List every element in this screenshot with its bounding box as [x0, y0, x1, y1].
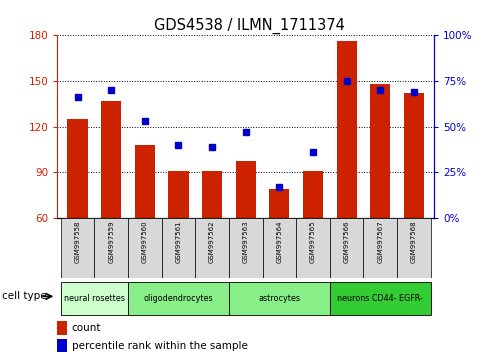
Bar	[330, 282, 431, 315]
Text: GSM997566: GSM997566	[344, 221, 350, 263]
Text: GDS4538 / ILMN_1711374: GDS4538 / ILMN_1711374	[154, 18, 345, 34]
Bar	[269, 189, 289, 218]
Text: percentile rank within the sample: percentile rank within the sample	[72, 341, 248, 350]
Text: cell type: cell type	[2, 291, 47, 301]
Bar	[67, 119, 88, 218]
Bar	[128, 218, 162, 278]
Text: GSM997561: GSM997561	[176, 221, 182, 263]
Bar	[101, 101, 121, 218]
Bar	[262, 218, 296, 278]
Bar	[57, 321, 67, 335]
Bar	[61, 282, 128, 315]
Bar	[57, 339, 67, 352]
Bar	[61, 218, 94, 278]
Bar	[202, 171, 222, 218]
Bar	[128, 282, 229, 315]
Bar	[404, 93, 424, 218]
Text: GSM997565: GSM997565	[310, 221, 316, 263]
Text: GSM997563: GSM997563	[243, 221, 249, 263]
Bar	[94, 218, 128, 278]
Bar	[195, 218, 229, 278]
Bar	[162, 218, 195, 278]
Bar	[135, 145, 155, 218]
Text: GSM997567: GSM997567	[377, 221, 383, 263]
Text: GSM997568: GSM997568	[411, 221, 417, 263]
Bar	[363, 218, 397, 278]
Text: neural rosettes: neural rosettes	[64, 294, 125, 303]
Text: GSM997564: GSM997564	[276, 221, 282, 263]
Bar	[168, 171, 189, 218]
Bar	[303, 171, 323, 218]
Text: astrocytes: astrocytes	[258, 294, 300, 303]
Bar	[337, 41, 357, 218]
Text: GSM997558: GSM997558	[74, 221, 80, 263]
Text: neurons CD44- EGFR-: neurons CD44- EGFR-	[337, 294, 423, 303]
Text: GSM997562: GSM997562	[209, 221, 215, 263]
Bar	[330, 218, 363, 278]
Bar	[229, 282, 330, 315]
Bar	[370, 84, 390, 218]
Bar	[296, 218, 330, 278]
Text: GSM997560: GSM997560	[142, 221, 148, 263]
Text: count: count	[72, 323, 101, 333]
Bar	[229, 218, 262, 278]
Text: oligodendrocytes: oligodendrocytes	[144, 294, 213, 303]
Bar	[236, 161, 256, 218]
Text: GSM997559: GSM997559	[108, 221, 114, 263]
Bar	[397, 218, 431, 278]
